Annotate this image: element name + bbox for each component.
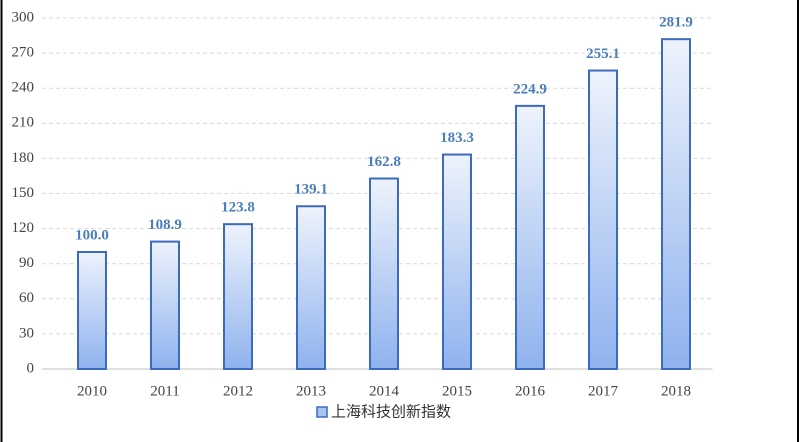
x-tick-label: 2018 [661, 383, 691, 399]
y-tick-label: 240 [12, 80, 35, 96]
x-tick-label: 2012 [223, 383, 253, 399]
x-tick-label: 2014 [369, 383, 400, 399]
bar [296, 205, 326, 370]
y-tick-label: 180 [12, 150, 35, 166]
value-label: 224.9 [513, 81, 547, 97]
value-label: 139.1 [294, 182, 328, 198]
value-label: 100.0 [75, 227, 109, 243]
x-tick-label: 2017 [588, 383, 619, 399]
value-label: 123.8 [221, 200, 255, 216]
bar [442, 153, 472, 370]
value-label: 183.3 [440, 130, 474, 146]
y-tick-label: 30 [19, 325, 34, 341]
value-label: 162.8 [367, 154, 401, 170]
bar [150, 240, 180, 371]
y-tick-label: 270 [12, 45, 35, 61]
bar [77, 251, 107, 370]
legend-label: 上海科技创新指数 [331, 403, 451, 421]
legend-swatch [316, 406, 328, 418]
y-tick-label: 0 [27, 360, 35, 376]
y-tick-label: 60 [19, 290, 34, 306]
bar [369, 177, 399, 370]
x-tick-label: 2015 [442, 383, 472, 399]
bar [661, 38, 691, 370]
y-tick-label: 150 [12, 185, 35, 201]
value-label: 255.1 [586, 46, 620, 62]
y-tick-label: 90 [19, 255, 34, 271]
value-label: 281.9 [659, 15, 693, 31]
bar [223, 223, 253, 370]
x-tick-label: 2016 [515, 383, 546, 399]
y-tick-label: 300 [12, 9, 35, 25]
x-tick-label: 2011 [150, 383, 179, 399]
x-tick-label: 2010 [77, 383, 107, 399]
y-tick-label: 120 [12, 220, 35, 236]
bar [588, 69, 618, 371]
x-tick-label: 2013 [296, 383, 326, 399]
bar [515, 104, 545, 370]
y-tick-label: 210 [12, 115, 35, 131]
value-label: 108.9 [148, 217, 182, 233]
